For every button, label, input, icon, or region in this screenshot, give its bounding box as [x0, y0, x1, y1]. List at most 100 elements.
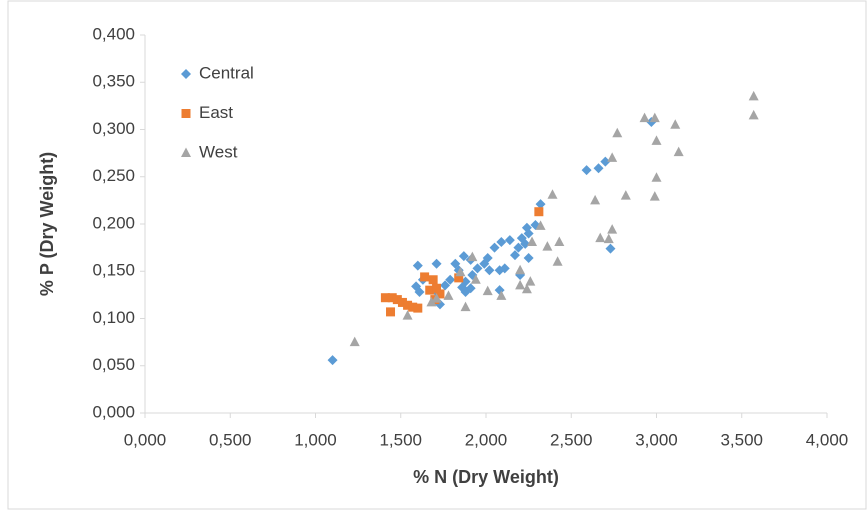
point	[620, 190, 631, 200]
point	[607, 224, 618, 234]
x-tick-label: 0,500	[209, 430, 252, 449]
point	[472, 263, 483, 274]
point	[465, 283, 476, 294]
point	[554, 236, 565, 246]
x-tick-label: 2,500	[550, 430, 593, 449]
point	[458, 251, 469, 262]
point	[386, 307, 396, 317]
point	[515, 279, 526, 290]
point	[467, 251, 478, 262]
point	[496, 290, 507, 300]
point	[525, 276, 536, 286]
y-tick-label: 0,200	[92, 213, 135, 232]
x-tick-label: 3,000	[635, 430, 678, 449]
x-tick-label: 1,000	[294, 430, 337, 449]
legend-marker	[181, 69, 191, 79]
point	[387, 293, 397, 303]
point	[403, 300, 413, 310]
point	[412, 260, 423, 271]
legend-marker	[181, 147, 191, 157]
legend-marker	[181, 109, 191, 118]
point	[581, 165, 592, 176]
point	[521, 222, 532, 233]
x-tick-label: 3,500	[720, 430, 763, 449]
point	[605, 243, 616, 254]
point	[470, 274, 481, 284]
point	[515, 264, 526, 275]
point	[428, 275, 438, 285]
point	[454, 273, 464, 283]
point	[397, 297, 407, 307]
point	[349, 336, 360, 347]
point	[504, 235, 515, 246]
point	[590, 194, 601, 205]
legend-label: West	[199, 142, 238, 161]
point	[603, 233, 614, 244]
point	[639, 112, 650, 123]
point	[327, 355, 338, 366]
point	[600, 156, 611, 167]
point	[432, 283, 442, 293]
point	[496, 236, 507, 247]
point	[542, 241, 553, 251]
y-tick-label: 0,050	[92, 355, 135, 374]
x-tick-label: 0,000	[124, 430, 167, 449]
legend-label: East	[199, 103, 233, 122]
point	[748, 90, 759, 101]
point	[607, 152, 618, 162]
y-tick-label: 0,350	[92, 72, 135, 91]
legend-label: Central	[199, 63, 254, 82]
point	[440, 280, 451, 291]
point	[413, 303, 423, 313]
point	[535, 199, 546, 210]
point	[443, 290, 454, 300]
point	[484, 265, 495, 276]
point	[521, 283, 532, 294]
x-tick-label: 4,000	[806, 430, 849, 449]
point	[651, 172, 662, 182]
point	[450, 258, 461, 269]
point	[479, 258, 490, 269]
x-tick-label: 1,500	[379, 430, 422, 449]
point	[499, 263, 510, 274]
point	[527, 236, 538, 246]
y-tick-label: 0,150	[92, 261, 135, 280]
point	[748, 109, 759, 120]
point	[460, 301, 471, 312]
point	[520, 238, 531, 249]
point	[673, 146, 684, 157]
point	[482, 285, 493, 296]
point	[547, 189, 558, 199]
point	[489, 242, 500, 253]
point	[593, 163, 604, 174]
point	[455, 266, 466, 277]
point	[595, 232, 606, 243]
point	[513, 242, 524, 253]
point	[612, 127, 623, 138]
point	[414, 287, 425, 298]
point	[431, 293, 442, 303]
y-axis-title: % P (Dry Weight)	[37, 152, 57, 296]
point	[649, 191, 660, 201]
point	[392, 295, 402, 305]
point	[408, 302, 418, 312]
y-tick-label: 0,100	[92, 308, 135, 327]
y-tick-label: 0,300	[92, 119, 135, 138]
point	[552, 256, 563, 266]
y-tick-label: 0,250	[92, 166, 135, 185]
x-axis-title: % N (Dry Weight)	[413, 467, 559, 487]
point	[380, 293, 390, 303]
point	[534, 207, 544, 217]
chart-frame	[7, 0, 867, 510]
point	[649, 112, 660, 123]
point	[535, 220, 546, 230]
point	[426, 296, 437, 307]
point	[457, 282, 468, 293]
point	[420, 272, 430, 282]
x-tick-label: 2,000	[465, 430, 508, 449]
y-tick-label: 0,400	[92, 24, 135, 43]
point	[523, 253, 534, 264]
point	[431, 258, 442, 269]
point	[670, 119, 681, 129]
